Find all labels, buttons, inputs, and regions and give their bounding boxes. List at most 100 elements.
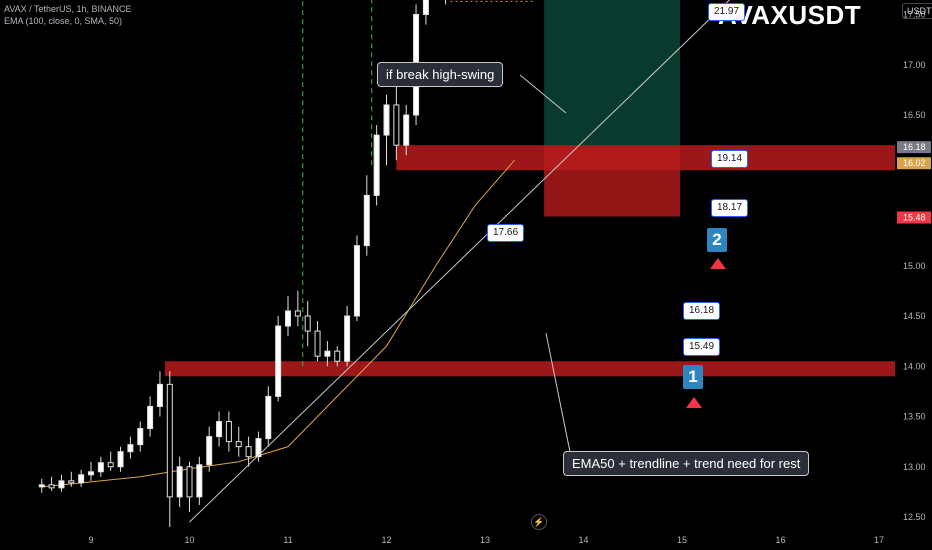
x-tick-label: 16: [775, 535, 785, 545]
candle-body: [137, 428, 144, 446]
candle-body: [58, 480, 65, 489]
candle: [334, 346, 341, 367]
price-tag: [897, 157, 931, 170]
price-callout-range-low: 17.66: [487, 224, 525, 242]
candle: [265, 386, 272, 447]
candle-body: [127, 444, 134, 453]
y-tick-label: 16.50: [903, 110, 926, 120]
price-tag: [897, 211, 931, 224]
candle-body: [78, 474, 85, 484]
candle: [216, 411, 223, 447]
candle-body: [38, 484, 45, 488]
ema-curve: [41, 159, 515, 488]
candle-body: [216, 421, 223, 438]
price-callout-stop: 15.49: [683, 338, 721, 356]
long-position-profit-zone: [544, 0, 681, 148]
candle-body: [97, 462, 104, 473]
candle: [186, 461, 193, 512]
candle-body: [353, 245, 360, 317]
price-callout-target: 21.97: [708, 3, 746, 21]
note-top-connector: [519, 74, 567, 114]
y-tick-label: 12.50: [903, 512, 926, 522]
candle: [294, 290, 301, 327]
candle-body: [422, 0, 429, 15]
x-tick-label: 10: [184, 535, 194, 545]
candle: [422, 0, 429, 25]
candle-body: [383, 104, 390, 136]
candle: [156, 371, 163, 417]
candle: [127, 436, 134, 459]
candle: [383, 94, 390, 166]
y-tick-label: 15.00: [903, 261, 926, 271]
candle: [97, 456, 104, 477]
note-ema-trendline: EMA50 + trendline + trend need for rest: [563, 451, 810, 476]
lightning-icon[interactable]: ⚡: [531, 514, 547, 530]
candle-body: [176, 466, 183, 498]
candle: [206, 426, 213, 472]
price-callout-range-high: 18.17: [711, 199, 749, 217]
price-callout-entry: 16.18: [683, 302, 721, 320]
price-zones: [164, 0, 929, 377]
candle-body: [196, 464, 203, 498]
badge-two: 2: [707, 228, 727, 252]
price-tag-label: 16.18: [903, 142, 926, 152]
chart-header-indicator: EMA (100, close, 0, SMA, 50): [4, 16, 123, 26]
x-tick-label: 9: [88, 535, 93, 545]
candle: [235, 426, 242, 457]
candle-body: [166, 383, 173, 498]
zone-lower: [164, 361, 929, 377]
candle-body: [304, 315, 311, 332]
candle-body: [403, 114, 410, 146]
candle-body: [107, 462, 114, 468]
note-bottom-connector: [545, 332, 571, 453]
candle-body: [206, 436, 213, 466]
chart-header-symbol: AVAX / TetherUS, 1h, BINANCE: [4, 4, 132, 14]
candle: [48, 476, 55, 491]
x-tick-label: 11: [283, 535, 292, 545]
candle: [245, 436, 252, 467]
x-tick-label: 13: [480, 535, 490, 545]
price-tag: [897, 141, 931, 154]
x-tick-label: 15: [677, 535, 687, 545]
candle-body: [88, 471, 94, 476]
candle: [88, 461, 94, 481]
y-tick-label: 14.50: [903, 311, 926, 321]
candle: [147, 396, 154, 437]
y-tick-label: 13.00: [903, 462, 926, 472]
price-tag-label: 16.02: [903, 158, 926, 168]
price-tag-label: 15.48: [903, 213, 926, 223]
candle: [255, 431, 262, 462]
badge-one: 1: [683, 365, 703, 389]
candle-body: [275, 325, 282, 397]
candle-body: [245, 446, 252, 458]
price-callout-resistance: 19.14: [711, 150, 749, 168]
price-axis-panel: [895, 0, 932, 550]
candle: [38, 478, 45, 493]
candle: [275, 316, 282, 402]
x-tick-label: 14: [578, 535, 588, 545]
candle-body: [294, 310, 301, 317]
y-tick-label: 14.00: [903, 361, 926, 371]
candle-body: [156, 383, 163, 407]
candle-body: [225, 421, 232, 443]
y-tick-label: 17.50: [903, 10, 926, 20]
candle: [68, 471, 75, 487]
candle: [373, 125, 380, 206]
currency-unit-label[interactable]: USDT: [902, 3, 932, 19]
x-tick-label: 12: [381, 535, 391, 545]
candle: [363, 175, 370, 256]
candle: [403, 104, 410, 156]
candle-body: [235, 441, 242, 448]
y-tick-label: 13.50: [903, 412, 926, 422]
candle: [176, 456, 183, 507]
warning-triangle: [710, 258, 726, 269]
candle-body: [314, 330, 321, 357]
zone-support: [396, 145, 929, 171]
candle: [324, 341, 331, 367]
candle-body: [48, 484, 55, 489]
candle-body: [393, 104, 400, 146]
candle-body: [324, 350, 331, 357]
x-tick-label: 17: [874, 535, 884, 545]
candle-body: [344, 315, 351, 362]
